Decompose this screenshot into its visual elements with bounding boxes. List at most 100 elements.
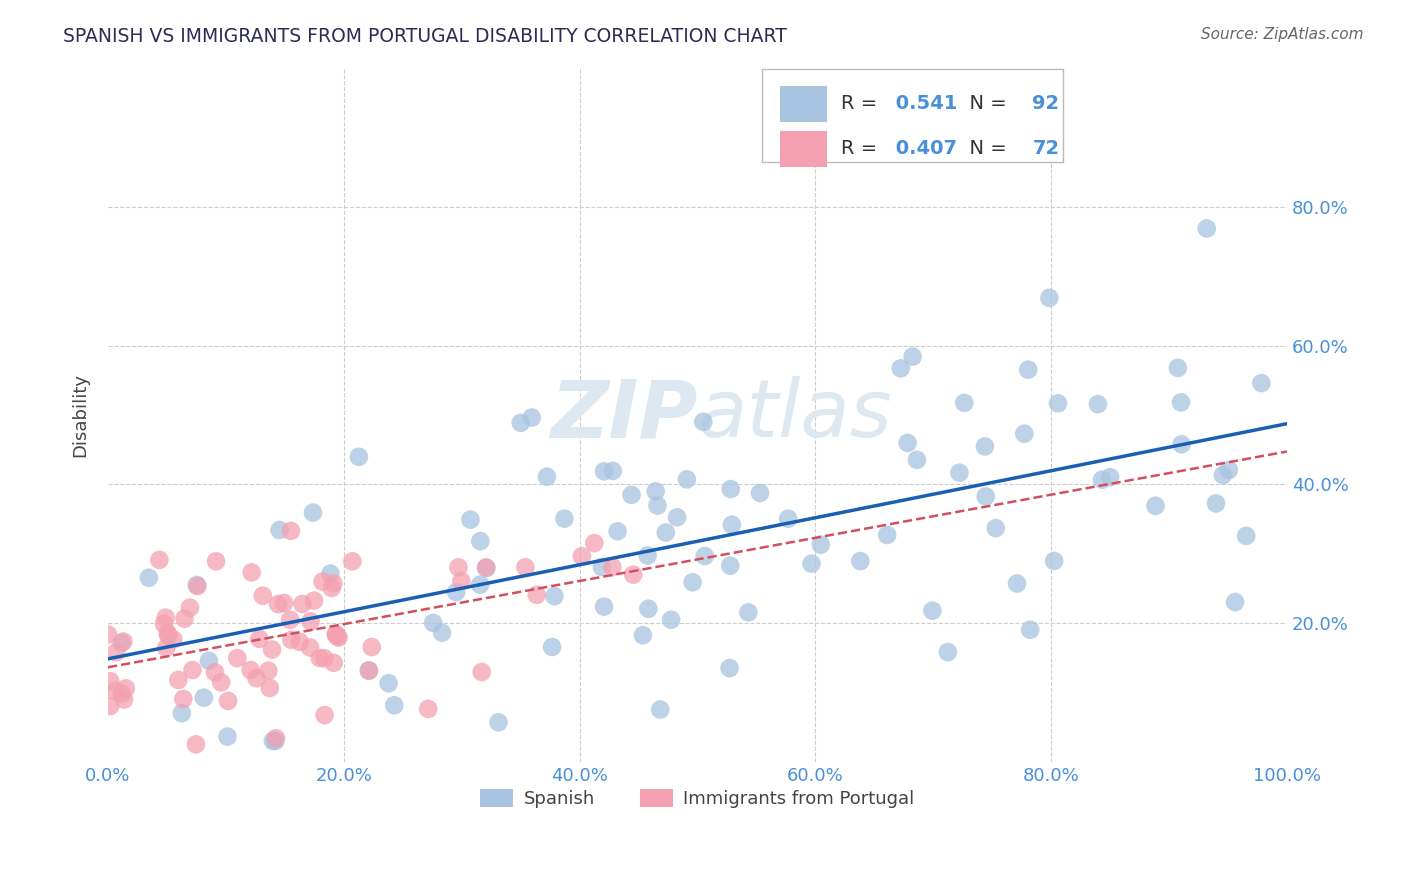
- Point: [936, 645, 959, 659]
- Point: [111, 687, 134, 701]
- Point: [1234, 529, 1257, 543]
- Point: [1167, 360, 1189, 375]
- Point: [269, 523, 291, 537]
- Point: [718, 661, 741, 675]
- Point: [553, 511, 575, 525]
- Point: [299, 615, 322, 629]
- Point: [156, 626, 179, 640]
- Text: N =: N =: [957, 139, 1012, 159]
- Point: [153, 617, 176, 632]
- Text: SPANISH VS IMMIGRANTS FROM PORTUGAL DISABILITY CORRELATION CHART: SPANISH VS IMMIGRANTS FROM PORTUGAL DISA…: [63, 27, 787, 45]
- Point: [257, 664, 280, 678]
- Point: [450, 574, 472, 588]
- Text: atlas: atlas: [697, 376, 893, 454]
- Point: [602, 464, 624, 478]
- Point: [1019, 623, 1042, 637]
- Point: [278, 613, 301, 627]
- Point: [593, 599, 616, 614]
- Point: [509, 416, 531, 430]
- Point: [749, 486, 772, 500]
- Point: [692, 415, 714, 429]
- Point: [890, 361, 912, 376]
- Text: ZIP: ZIP: [550, 376, 697, 454]
- Point: [488, 715, 510, 730]
- Point: [655, 525, 678, 540]
- Point: [460, 513, 482, 527]
- Point: [953, 396, 976, 410]
- Point: [357, 664, 380, 678]
- Point: [471, 665, 494, 679]
- Text: N =: N =: [957, 95, 1012, 113]
- Point: [170, 706, 193, 721]
- Point: [97, 627, 120, 641]
- Point: [308, 651, 330, 665]
- Point: [447, 560, 470, 574]
- Legend: Spanish, Immigrants from Portugal: Spanish, Immigrants from Portugal: [474, 781, 922, 815]
- Point: [637, 601, 659, 615]
- Point: [280, 524, 302, 538]
- Point: [718, 558, 741, 573]
- Point: [606, 524, 628, 539]
- Point: [181, 663, 204, 677]
- Point: [430, 625, 453, 640]
- Point: [173, 612, 195, 626]
- Point: [209, 675, 232, 690]
- Point: [115, 681, 138, 696]
- Point: [1005, 576, 1028, 591]
- Point: [1087, 397, 1109, 411]
- Point: [666, 510, 689, 524]
- Point: [659, 613, 682, 627]
- Point: [1091, 473, 1114, 487]
- Point: [602, 560, 624, 574]
- Point: [621, 567, 644, 582]
- Point: [98, 674, 121, 689]
- Point: [1170, 437, 1192, 451]
- Point: [905, 453, 928, 467]
- Point: [198, 654, 221, 668]
- Point: [155, 640, 177, 655]
- Point: [682, 575, 704, 590]
- Point: [172, 692, 194, 706]
- Point: [110, 636, 132, 650]
- Point: [1223, 595, 1246, 609]
- Point: [112, 692, 135, 706]
- Point: [302, 593, 325, 607]
- Point: [897, 436, 920, 450]
- Point: [721, 517, 744, 532]
- Point: [240, 566, 263, 580]
- Point: [475, 561, 498, 575]
- Point: [1046, 396, 1069, 410]
- Point: [193, 690, 215, 705]
- Point: [470, 534, 492, 549]
- Point: [326, 629, 349, 643]
- Point: [322, 576, 344, 591]
- Point: [267, 597, 290, 611]
- Point: [321, 581, 343, 595]
- Point: [1218, 463, 1240, 477]
- Point: [1205, 496, 1227, 510]
- Point: [637, 549, 659, 563]
- Point: [377, 676, 399, 690]
- Point: [515, 560, 537, 574]
- Point: [973, 440, 995, 454]
- Text: 72: 72: [1032, 139, 1060, 159]
- Point: [1195, 221, 1218, 235]
- Point: [264, 734, 287, 748]
- Point: [647, 499, 669, 513]
- Point: [644, 484, 666, 499]
- Point: [104, 684, 127, 698]
- Point: [1043, 554, 1066, 568]
- Point: [264, 731, 287, 746]
- Point: [260, 642, 283, 657]
- Point: [583, 536, 606, 550]
- Point: [620, 488, 643, 502]
- Point: [974, 490, 997, 504]
- Point: [291, 597, 314, 611]
- Point: [325, 627, 347, 641]
- Point: [444, 585, 467, 599]
- Text: 0.407: 0.407: [889, 139, 956, 159]
- Point: [262, 734, 284, 748]
- Bar: [780, 86, 827, 122]
- Point: [631, 628, 654, 642]
- Point: [179, 600, 201, 615]
